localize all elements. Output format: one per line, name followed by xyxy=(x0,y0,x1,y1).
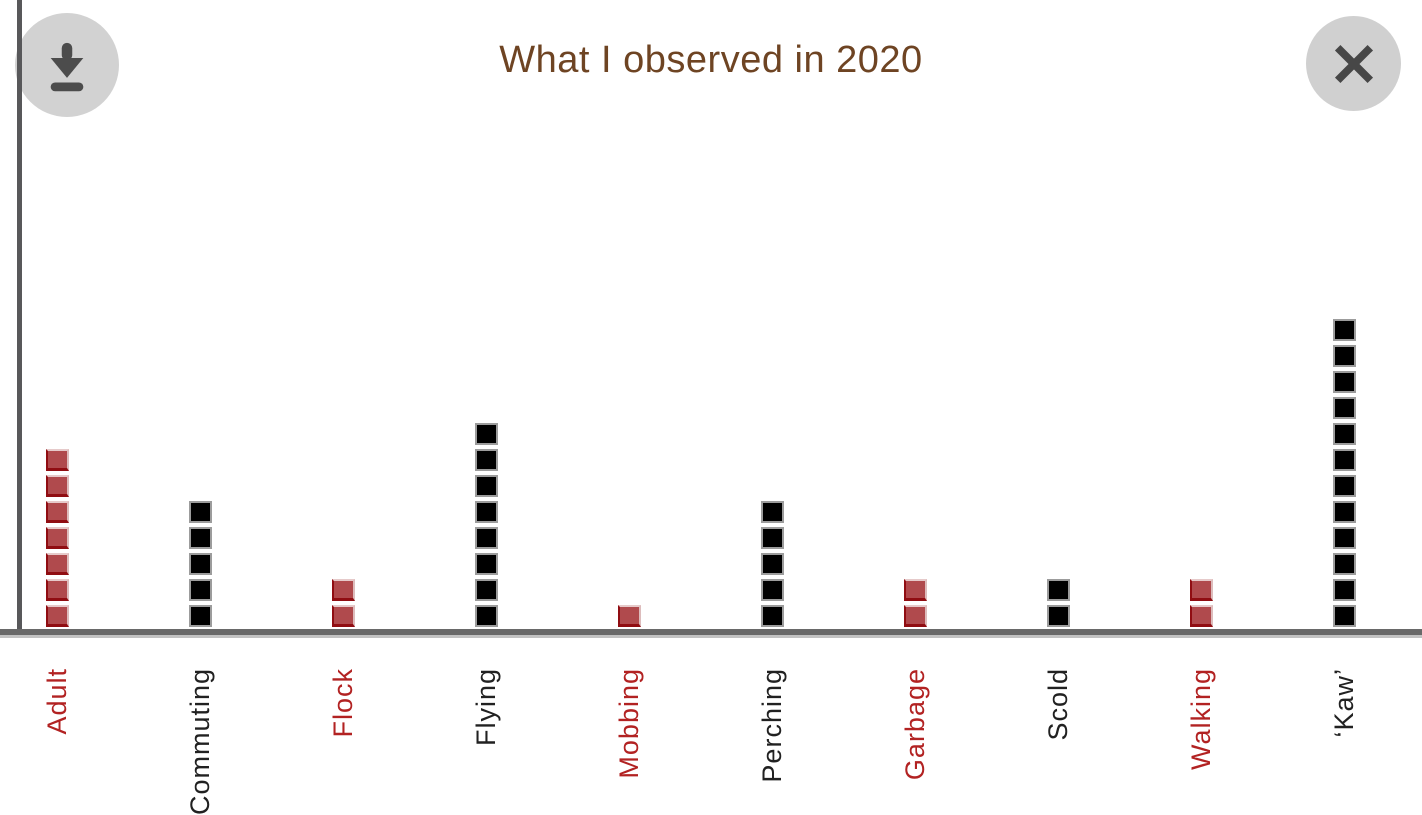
bar-perching xyxy=(759,497,785,627)
unit-square xyxy=(760,605,784,627)
x-label-text: Garbage xyxy=(899,668,930,781)
unit-square xyxy=(1189,605,1213,627)
unit-square xyxy=(45,475,69,497)
unit-square xyxy=(1332,371,1356,393)
unit-square xyxy=(1332,501,1356,523)
unit-square xyxy=(188,527,212,549)
x-label-text: Flying xyxy=(470,668,501,747)
x-label-kaw: ‘Kaw’ xyxy=(1327,668,1361,738)
unit-square xyxy=(188,553,212,575)
unit-square xyxy=(188,605,212,627)
bar-mobbing xyxy=(616,601,642,627)
unit-square xyxy=(1332,345,1356,367)
unit-square xyxy=(45,605,69,627)
download-icon xyxy=(39,37,95,93)
close-icon xyxy=(1323,33,1385,95)
unit-square xyxy=(1332,423,1356,445)
x-label-walking: Walking xyxy=(1184,668,1218,770)
unit-square xyxy=(760,527,784,549)
x-label-commuting: Commuting xyxy=(183,668,217,815)
unit-square xyxy=(760,553,784,575)
x-label-text: Mobbing xyxy=(613,668,644,779)
bar-flying xyxy=(473,419,499,627)
unit-square xyxy=(1332,449,1356,471)
unit-square xyxy=(474,553,498,575)
x-label-flock: Flock xyxy=(326,668,360,738)
x-label-text: Flock xyxy=(327,668,358,738)
bar-scold xyxy=(1045,575,1071,627)
unit-square xyxy=(1332,397,1356,419)
bar-walking xyxy=(1188,575,1214,627)
unit-square xyxy=(45,449,69,471)
close-button[interactable] xyxy=(1306,16,1401,111)
unit-square xyxy=(474,501,498,523)
unit-square xyxy=(474,423,498,445)
unit-square xyxy=(474,475,498,497)
unit-square xyxy=(474,579,498,601)
unit-square xyxy=(188,501,212,523)
unit-square xyxy=(1332,475,1356,497)
unit-square xyxy=(45,501,69,523)
x-axis-line xyxy=(0,629,1422,635)
unit-square xyxy=(903,579,927,601)
bar-garbage xyxy=(902,575,928,627)
unit-square xyxy=(1332,319,1356,341)
x-label-flying: Flying xyxy=(469,668,503,746)
unit-square xyxy=(1332,579,1356,601)
page-title: What I observed in 2020 xyxy=(499,39,923,82)
unit-square xyxy=(474,527,498,549)
unit-square xyxy=(1332,553,1356,575)
unit-square xyxy=(1332,527,1356,549)
x-label-perching: Perching xyxy=(755,668,789,783)
download-button[interactable] xyxy=(15,13,119,117)
x-label-text: Perching xyxy=(756,668,787,783)
unit-square xyxy=(45,553,69,575)
bar-kaw xyxy=(1331,315,1357,627)
bar-commuting xyxy=(187,497,213,627)
x-label-adult: Adult xyxy=(40,668,74,735)
unit-square xyxy=(1332,605,1356,627)
unit-square xyxy=(903,605,927,627)
unit-square xyxy=(331,605,355,627)
unit-square xyxy=(188,579,212,601)
x-label-mobbing: Mobbing xyxy=(612,668,646,779)
unit-square xyxy=(1046,605,1070,627)
x-label-text: Adult xyxy=(41,668,72,735)
x-label-scold: Scold xyxy=(1041,668,1075,741)
unit-square xyxy=(45,579,69,601)
unit-square xyxy=(331,579,355,601)
unit-square xyxy=(1189,579,1213,601)
unit-square xyxy=(617,605,641,627)
bar-flock xyxy=(330,575,356,627)
unit-square xyxy=(760,501,784,523)
x-label-text: Scold xyxy=(1042,668,1073,741)
unit-square xyxy=(45,527,69,549)
x-label-garbage: Garbage xyxy=(898,668,932,780)
x-label-text: Walking xyxy=(1185,668,1216,771)
unit-square xyxy=(1046,579,1070,601)
bar-adult xyxy=(44,445,70,627)
unit-square xyxy=(474,605,498,627)
x-label-text: ‘Kaw’ xyxy=(1328,668,1359,738)
unit-square xyxy=(760,579,784,601)
y-axis-line xyxy=(17,0,22,634)
unit-square xyxy=(474,449,498,471)
x-label-text: Commuting xyxy=(184,668,215,815)
